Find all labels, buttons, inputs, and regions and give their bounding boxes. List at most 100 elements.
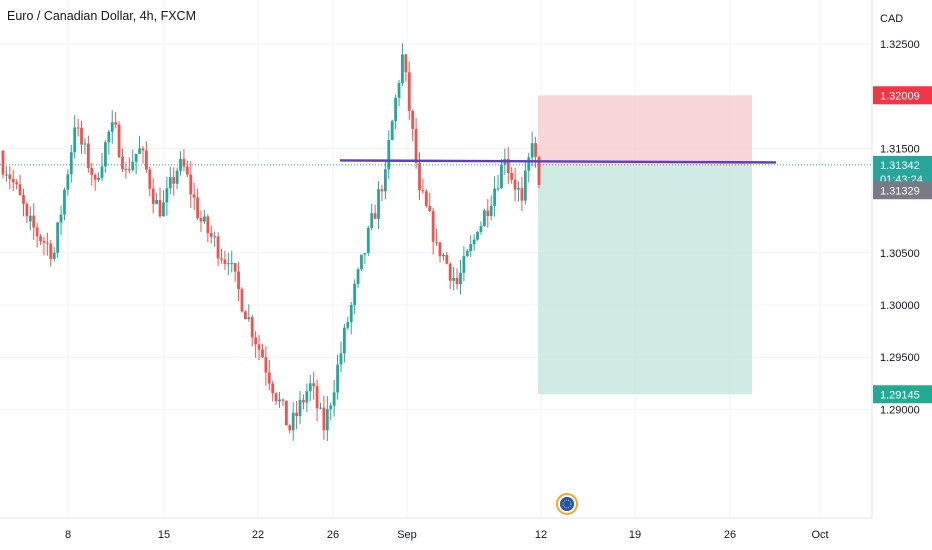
candle-body	[250, 317, 254, 338]
candle-body	[397, 83, 401, 98]
time-tick-label: 26	[327, 529, 339, 541]
candle-body	[489, 205, 493, 216]
candle-body	[360, 254, 363, 270]
candle-body	[407, 72, 411, 111]
candle-body	[271, 383, 275, 394]
candle-body	[22, 195, 25, 204]
time-tick-label: 15	[158, 529, 170, 541]
candle-body	[168, 177, 172, 189]
candle-body	[482, 210, 486, 227]
position-zones	[538, 95, 752, 395]
candle-body	[305, 391, 309, 403]
candle-body	[537, 156, 541, 185]
candle-body	[438, 242, 442, 257]
candle-body	[346, 322, 350, 328]
candle-body	[158, 200, 162, 217]
candle-body	[226, 263, 230, 265]
candle-body	[302, 399, 305, 403]
candle-body	[390, 121, 394, 140]
candle-body	[332, 392, 336, 406]
candle-body	[42, 240, 46, 243]
horizontal-trend-line	[339, 159, 777, 164]
candle-body	[148, 169, 152, 189]
time-tick-label: 12	[535, 529, 547, 541]
candle-body	[144, 150, 148, 170]
candle-body	[459, 272, 462, 285]
current-price-tag-text: 1.31342	[880, 160, 920, 172]
candle-body	[206, 216, 210, 234]
candle-body	[45, 242, 49, 244]
target-price-tag-text: 1.29145	[880, 389, 920, 401]
candle-body	[315, 386, 319, 409]
candle-body	[189, 174, 193, 195]
chart-axes: CAD	[0, 0, 903, 519]
currency-label: CAD	[880, 13, 903, 25]
candle-body	[90, 168, 94, 175]
candle-body	[353, 284, 357, 305]
candle-body	[319, 407, 322, 409]
candle-body	[288, 425, 292, 431]
candle-body	[192, 194, 196, 198]
candle-body	[257, 344, 261, 350]
candle-body	[124, 168, 128, 170]
price-tick-label: 1.29000	[880, 404, 920, 416]
economic-event-marker[interactable]	[556, 493, 578, 515]
candle-body	[424, 191, 428, 206]
candle-body	[56, 222, 60, 253]
entry-price-tag-text: 1.31329	[880, 185, 920, 197]
candle-body	[284, 400, 288, 426]
candle-body	[513, 179, 517, 190]
candle-body	[141, 148, 145, 151]
candle-body	[343, 327, 346, 354]
candle-body	[100, 166, 104, 178]
candle-body	[209, 233, 213, 237]
candle-body	[223, 259, 227, 265]
candle-body	[18, 184, 22, 196]
candle-body	[52, 252, 56, 260]
candle-body	[308, 383, 312, 392]
candle-body	[274, 393, 278, 402]
candle-body	[237, 271, 240, 290]
candle-body	[462, 256, 466, 273]
candle-body	[401, 54, 404, 84]
candle-body	[363, 253, 367, 255]
stop-price-tag: 1.32009	[873, 86, 932, 105]
candle-body	[448, 263, 452, 281]
price-tick-label: 1.32500	[880, 39, 920, 51]
candle-body	[127, 169, 131, 171]
chart-title: Euro / Canadian Dollar, 4h, FXCM	[7, 9, 196, 23]
candle-body	[414, 128, 418, 163]
candle-body	[185, 166, 189, 175]
target-price-tag-box	[873, 385, 932, 404]
candle-body	[383, 169, 387, 192]
target-price-tag: 1.29145	[873, 385, 932, 404]
candle-body	[442, 254, 445, 257]
candle-body	[479, 226, 483, 232]
candle-body	[49, 243, 53, 260]
candle-body	[387, 139, 391, 170]
candle-body	[233, 263, 237, 272]
candle-body	[428, 205, 432, 212]
candle-body	[28, 215, 32, 222]
candle-body	[377, 189, 380, 219]
entry-price-tag: 1.31329	[873, 181, 932, 200]
candle-body	[165, 188, 169, 203]
candle-body	[298, 399, 302, 417]
candle-body	[476, 231, 479, 240]
price-tick-label: 1.30000	[880, 300, 920, 312]
time-tick-label: 22	[252, 529, 264, 541]
price-tick-label: 1.29500	[880, 352, 920, 364]
candle-body	[380, 189, 384, 192]
candle-body	[465, 251, 469, 257]
candle-body	[349, 305, 353, 323]
candle-body	[506, 158, 510, 173]
candle-body	[254, 337, 258, 345]
candle-body	[162, 202, 165, 217]
candle-body	[69, 152, 73, 175]
candle-body	[469, 244, 473, 252]
candles	[1, 43, 541, 441]
candle-body	[527, 157, 531, 171]
candle-body	[151, 188, 155, 204]
